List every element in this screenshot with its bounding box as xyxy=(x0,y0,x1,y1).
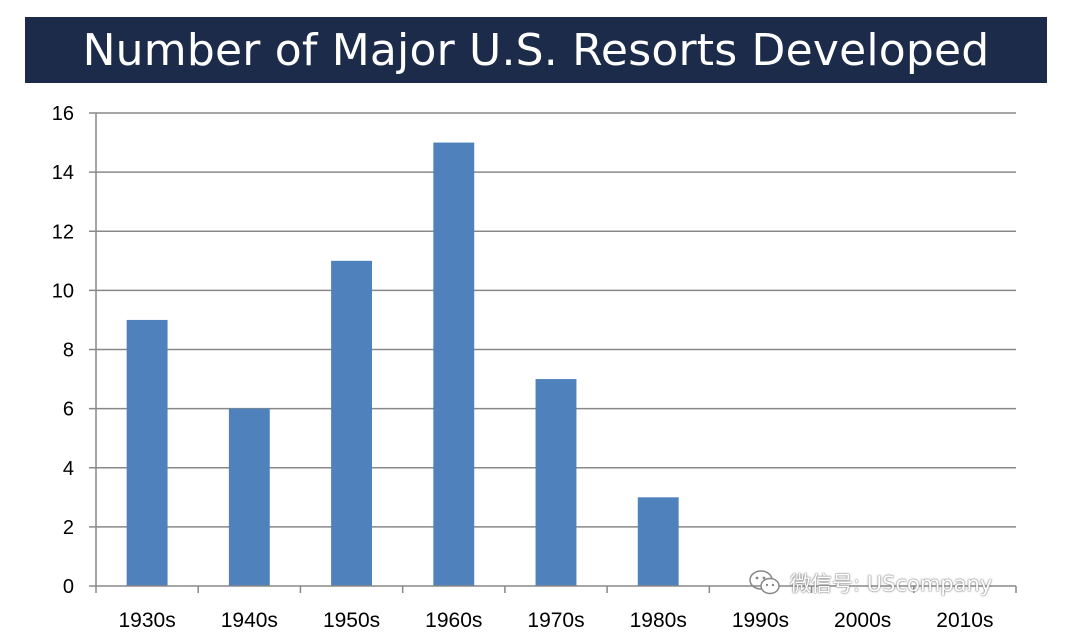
y-tick-label: 16 xyxy=(52,103,74,125)
x-tick-label: 1980s xyxy=(630,609,687,632)
x-tick-label: 1930s xyxy=(119,609,176,632)
watermark-text: 微信号: UScompany xyxy=(790,572,993,596)
y-tick-label: 0 xyxy=(63,576,74,598)
bar-1980s xyxy=(637,497,679,586)
title-banner: Number of Major U.S. Resorts Developed xyxy=(25,17,1047,83)
x-tick-label: 1990s xyxy=(732,609,789,632)
bar-1930s xyxy=(126,319,168,586)
axes xyxy=(89,112,1017,593)
bar-1960s xyxy=(433,142,475,586)
y-tick-label: 4 xyxy=(63,458,74,480)
y-tick-label: 8 xyxy=(63,340,74,362)
x-tick-label: 1950s xyxy=(323,609,380,632)
x-tick-label: 1970s xyxy=(527,609,584,632)
chart-title: Number of Major U.S. Resorts Developed xyxy=(82,24,990,76)
x-tick-label: 1960s xyxy=(425,609,482,632)
x-tick-labels: 1930s 1940s 1950s 1960s 1970s 1980s 1990s 2000s… xyxy=(119,609,994,632)
wechat-logo-icon xyxy=(749,570,780,595)
y-tick-label: 14 xyxy=(52,162,74,184)
y-tick-label: 6 xyxy=(63,399,74,421)
bar-1940s xyxy=(228,408,270,586)
bar-1970s xyxy=(535,379,577,586)
y-tick-label: 2 xyxy=(63,517,74,539)
x-tick-label: 1940s xyxy=(221,609,278,632)
x-tick-label: 2000s xyxy=(834,609,891,632)
y-tick-labels: 0 2 4 6 8 10 12 14 16 xyxy=(52,103,74,598)
watermark: 微信号: UScompany xyxy=(748,568,992,598)
y-tick-label: 10 xyxy=(52,280,74,302)
x-tick-label: 2010s xyxy=(936,609,993,632)
bar-1950s xyxy=(331,260,372,586)
bars xyxy=(126,142,679,586)
y-tick-label: 12 xyxy=(52,221,74,243)
